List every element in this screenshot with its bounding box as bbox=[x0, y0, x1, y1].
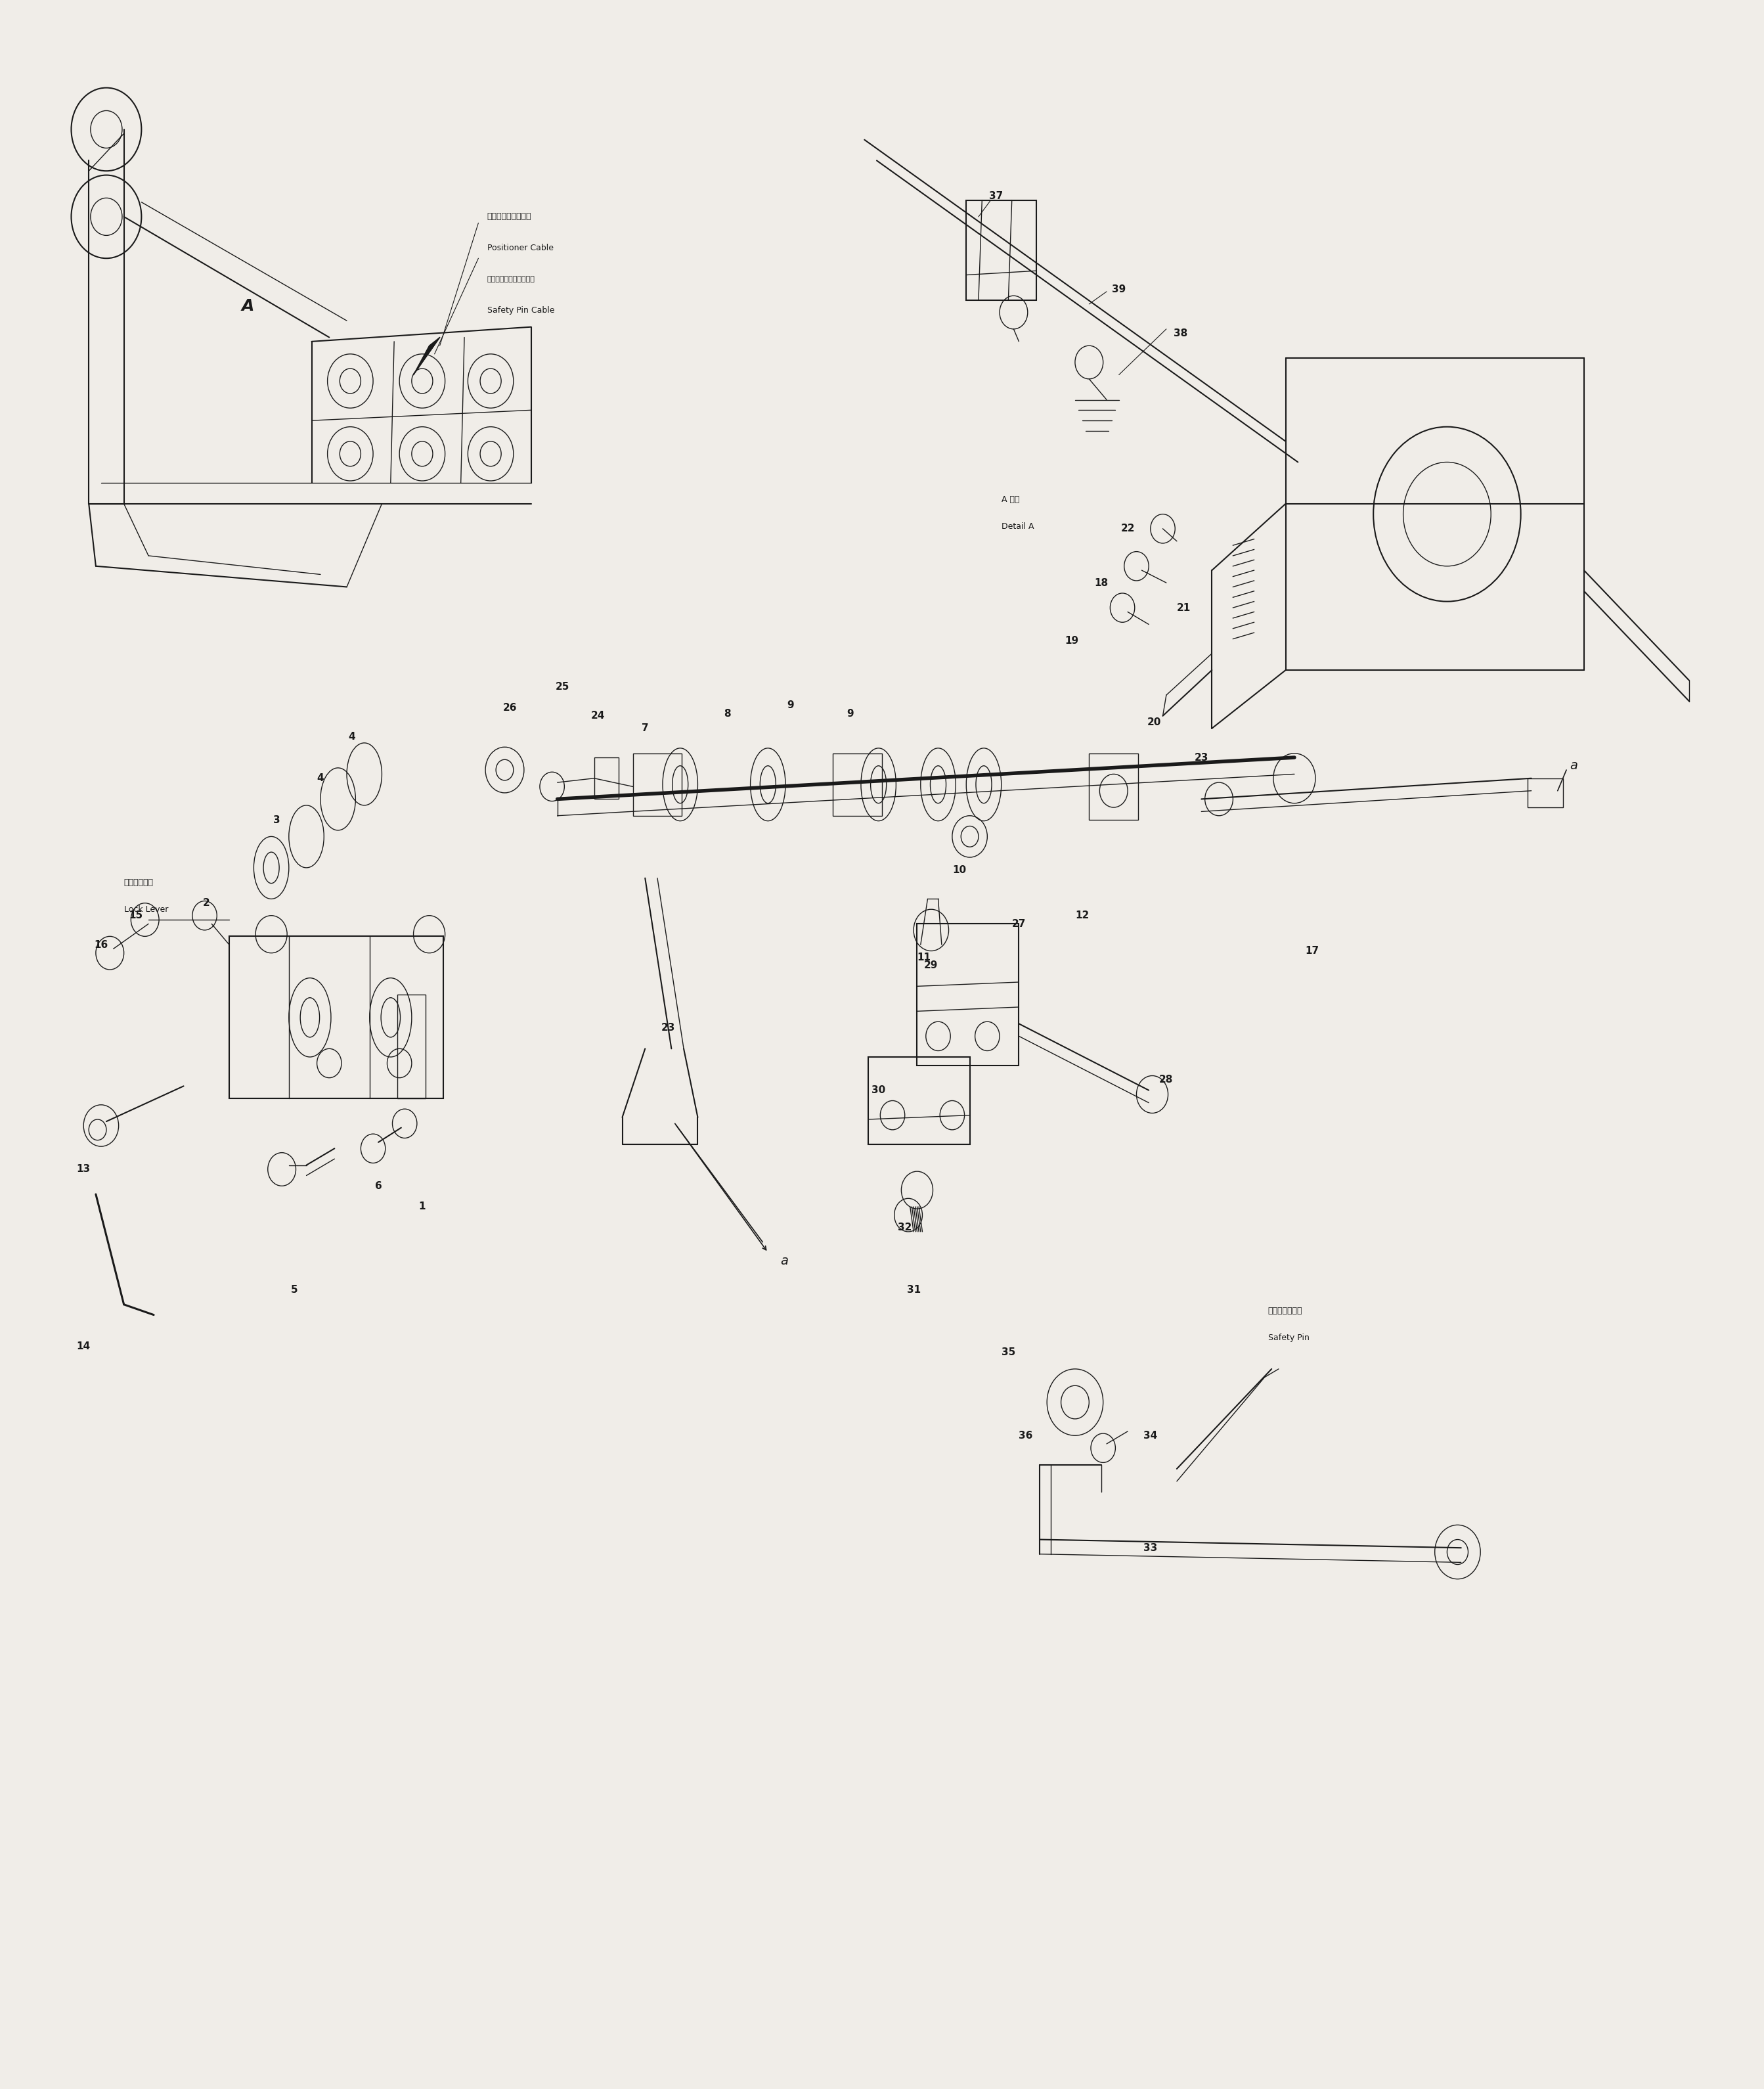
Text: 36: 36 bbox=[1020, 1431, 1034, 1441]
Text: Lock Lever: Lock Lever bbox=[123, 905, 168, 913]
Text: 34: 34 bbox=[1143, 1431, 1157, 1441]
Bar bbox=[967, 201, 1037, 301]
Bar bbox=[868, 1057, 970, 1145]
Bar bbox=[917, 923, 1020, 1065]
Text: 7: 7 bbox=[642, 723, 649, 733]
Text: 3: 3 bbox=[273, 815, 280, 825]
Text: 26: 26 bbox=[503, 702, 517, 712]
Text: 39: 39 bbox=[1111, 284, 1125, 295]
Text: 2: 2 bbox=[203, 898, 210, 909]
Text: 18: 18 bbox=[1094, 579, 1108, 587]
Bar bbox=[633, 754, 683, 815]
Text: 35: 35 bbox=[1002, 1347, 1016, 1358]
Text: 29: 29 bbox=[924, 961, 938, 971]
Text: 38: 38 bbox=[1173, 328, 1187, 338]
Text: 10: 10 bbox=[953, 865, 967, 875]
Text: Safety Pin Cable: Safety Pin Cable bbox=[487, 305, 554, 315]
Text: 11: 11 bbox=[917, 953, 931, 963]
Text: 23: 23 bbox=[662, 1024, 676, 1032]
Text: 22: 22 bbox=[1120, 524, 1134, 533]
Text: 27: 27 bbox=[1013, 919, 1027, 930]
Text: 19: 19 bbox=[1065, 635, 1078, 646]
Text: 17: 17 bbox=[1305, 946, 1319, 957]
Bar bbox=[397, 994, 425, 1099]
Text: 28: 28 bbox=[1159, 1076, 1173, 1084]
Text: 16: 16 bbox=[93, 940, 108, 950]
Bar bbox=[1528, 779, 1563, 806]
Text: 37: 37 bbox=[990, 190, 1004, 201]
Text: 23: 23 bbox=[1194, 752, 1208, 762]
Text: Detail A: Detail A bbox=[1002, 522, 1034, 531]
Text: 14: 14 bbox=[76, 1341, 90, 1352]
Text: 5: 5 bbox=[291, 1285, 298, 1295]
Text: ホジショナケーブル: ホジショナケーブル bbox=[487, 213, 531, 221]
Text: A: A bbox=[242, 299, 254, 313]
Text: 33: 33 bbox=[1143, 1544, 1157, 1552]
Text: 24: 24 bbox=[591, 710, 605, 721]
Text: ロックレバー: ロックレバー bbox=[123, 877, 153, 886]
Text: 30: 30 bbox=[871, 1086, 886, 1095]
Text: a: a bbox=[780, 1255, 789, 1268]
Text: 13: 13 bbox=[76, 1164, 90, 1174]
Text: 1: 1 bbox=[418, 1201, 425, 1212]
Text: セーフティピン: セーフティピン bbox=[1268, 1306, 1302, 1314]
Bar bbox=[833, 754, 882, 815]
Text: a: a bbox=[1570, 760, 1577, 773]
Text: 32: 32 bbox=[898, 1222, 912, 1233]
Text: 4: 4 bbox=[318, 773, 325, 783]
Text: 9: 9 bbox=[847, 708, 854, 719]
Text: セーフティピンケーブル: セーフティピンケーブル bbox=[487, 276, 534, 282]
Text: 21: 21 bbox=[1177, 604, 1191, 612]
Text: 4: 4 bbox=[349, 731, 356, 742]
Bar bbox=[594, 758, 619, 800]
Text: 12: 12 bbox=[1074, 911, 1088, 921]
Text: 8: 8 bbox=[723, 708, 730, 719]
Text: 9: 9 bbox=[787, 700, 794, 710]
Text: Safety Pin: Safety Pin bbox=[1268, 1333, 1309, 1341]
Text: Positioner Cable: Positioner Cable bbox=[487, 244, 554, 253]
Text: 31: 31 bbox=[907, 1285, 921, 1295]
Text: A 詳細: A 詳細 bbox=[1002, 495, 1020, 503]
Bar bbox=[1088, 754, 1138, 819]
Polygon shape bbox=[413, 336, 439, 374]
Text: 15: 15 bbox=[129, 911, 143, 921]
Text: 25: 25 bbox=[556, 681, 570, 691]
Text: 6: 6 bbox=[374, 1180, 381, 1191]
Bar bbox=[229, 936, 443, 1099]
Text: 20: 20 bbox=[1147, 717, 1161, 727]
